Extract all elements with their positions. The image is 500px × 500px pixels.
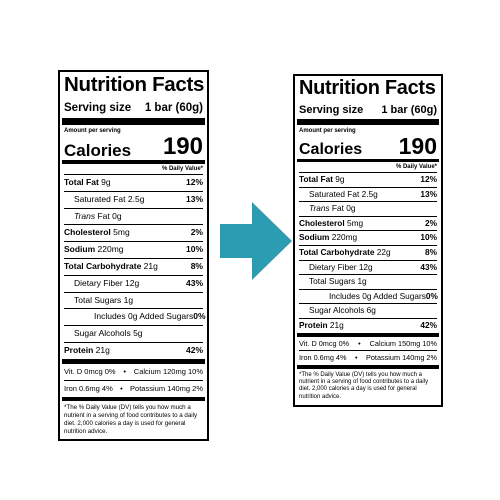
nutrient-row-total-carbohydrate: Total Carbohydrate 22g 8% (299, 244, 437, 260)
serving-size-row: Serving size 1 bar (60g) (64, 101, 203, 116)
nutrient-row-total-fat: Total Fat 9g 12% (64, 174, 203, 191)
thick-divider (62, 118, 205, 125)
nutrient-row-saturated-fat: Saturated Fat 2.5g 13% (64, 190, 203, 208)
calories-row: Calories 190 (299, 135, 437, 158)
nutrient-row-cholesterol: Cholesterol 5mg 2% (64, 224, 203, 241)
nutrient-row-sugar-alcohols: Sugar Alcohols 6g (299, 303, 437, 318)
nutrient-row-dietary-fiber: Dietary Fiber 12g 43% (299, 259, 437, 275)
nutrient-row-sodium: Sodium 220mg 10% (299, 230, 437, 245)
medium-divider (62, 396, 205, 401)
footnote: *The % Daily Value (DV) tells you how mu… (299, 371, 429, 400)
daily-value-header: % Daily Value* (161, 166, 203, 172)
amount-per-serving: Amount per serving (299, 128, 356, 134)
nutrient-row-protein: Protein 21g 42% (64, 341, 203, 359)
serving-size-label: Serving size (64, 102, 132, 114)
vitamin-row: Iron 0.6mg 4% • Potassium 140mg 2% (64, 379, 203, 397)
serving-size-label: Serving size (299, 104, 364, 116)
vitamin-row: Iron 0.6mg 4% • Potassium 140mg 2% (299, 350, 437, 365)
calories-label: Calories (299, 141, 363, 158)
nutrient-row-cholesterol: Cholesterol 5mg 2% (299, 215, 437, 231)
daily-value-header: % Daily Value* (395, 164, 437, 170)
nutrient-row-total-fat: Total Fat 9g 12% (299, 172, 437, 187)
medium-divider (297, 159, 439, 162)
nutrient-row-sugar-alcohols: Sugar Alcohols 5g (64, 325, 203, 342)
vitamin-row: Vit. D 0mcg 0% • Calcium 120mg 10% (64, 366, 203, 376)
vitamin-row: Vit. D 0mcg 0% • Calcium 150mg 10% (299, 338, 437, 348)
nutrient-row-protein: Protein 21g 42% (299, 317, 437, 333)
calories-value: 190 (398, 133, 437, 159)
nutrient-row-sodium: Sodium 220mg 10% (64, 241, 203, 258)
nutrition-label-before: Nutrition Facts Serving size 1 bar (60g)… (58, 70, 209, 441)
nutrient-row-dietary-fiber: Dietary Fiber 12g 43% (64, 274, 203, 292)
nutrient-row-trans-fat: Trans Fat 0g (299, 201, 437, 216)
nutrient-row-trans-fat: Trans Fat 0g (64, 207, 203, 225)
medium-divider (297, 364, 439, 369)
label-title: Nutrition Facts (64, 73, 205, 96)
nutrient-row-added-sugars: Includes 0g Added Sugars 0% (299, 288, 438, 304)
calories-label: Calories (64, 141, 132, 160)
calories-row: Calories 190 (64, 133, 203, 160)
serving-size-value: 1 bar (60g) (144, 102, 203, 114)
calories-value: 190 (162, 133, 203, 160)
footnote: *The % Daily Value (DV) tells you how mu… (64, 403, 198, 435)
arrow-right-icon (220, 202, 292, 280)
thick-divider (297, 332, 439, 337)
serving-size-row: Serving size 1 bar (60g) (299, 103, 437, 117)
amount-per-serving: Amount per serving (64, 128, 121, 134)
nutrition-label-after: Nutrition Facts Serving size 1 bar (60g)… (293, 74, 443, 407)
nutrient-row-total-sugars: Total Sugars 1g (299, 274, 437, 289)
nutrient-row-saturated-fat: Saturated Fat 2.5g 13% (299, 186, 437, 202)
medium-divider (62, 160, 205, 164)
nutrient-row-added-sugars: Includes 0g Added Sugars 0% (64, 308, 206, 325)
thick-divider (297, 119, 439, 125)
nutrient-row-total-carbohydrate: Total Carbohydrate 21g 8% (64, 257, 203, 275)
thick-divider (62, 358, 205, 364)
nutrient-row-total-sugars: Total Sugars 1g (64, 291, 203, 309)
serving-size-value: 1 bar (60g) (381, 104, 437, 116)
label-title: Nutrition Facts (299, 77, 436, 99)
